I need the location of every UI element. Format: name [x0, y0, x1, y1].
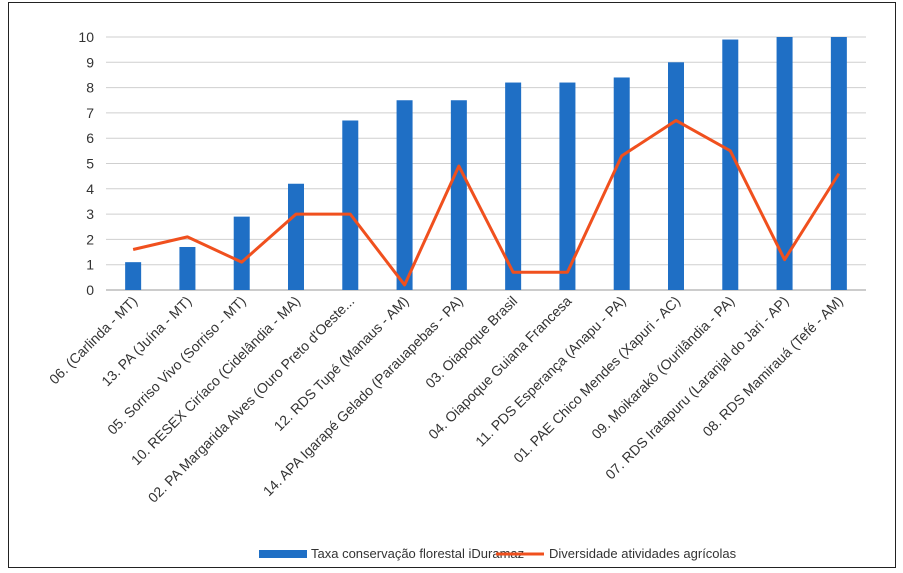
- bar: [125, 262, 142, 290]
- bar: [668, 62, 684, 290]
- legend-line-label: Diversidade atividades agrícolas: [549, 546, 737, 561]
- y-tick-label: 1: [86, 257, 94, 273]
- bar: [233, 216, 250, 290]
- bar: [776, 37, 793, 290]
- x-tick-label: 06. (Carlinda - MT): [46, 293, 140, 387]
- x-tick-label: 14. APA Igarapé Gelado (Parauapebas - PA…: [260, 293, 466, 499]
- bar: [288, 183, 304, 290]
- y-tick-label: 8: [86, 80, 94, 96]
- x-tick-label: 02. PA Margarida Alves (Ouro Preto d'Oes…: [145, 293, 358, 506]
- y-tick-label: 6: [86, 130, 94, 146]
- y-tick-label: 0: [86, 282, 94, 298]
- y-tick-label: 3: [86, 206, 94, 222]
- y-tick-label: 10: [78, 29, 94, 45]
- bar: [722, 39, 739, 290]
- legend-bar-label: Taxa conservação florestal iDuramaz: [311, 546, 524, 561]
- y-tick-label: 2: [86, 231, 94, 247]
- y-axis-ticks: 0 1 2 3 4 5 6 7 8 9 10: [78, 29, 94, 298]
- y-tick-label: 4: [86, 181, 94, 197]
- bar: [342, 120, 359, 291]
- series-line: [132, 118, 841, 287]
- bar: [179, 246, 196, 290]
- y-tick-label: 9: [86, 54, 94, 70]
- bar: [559, 82, 576, 290]
- bar-series: [125, 37, 847, 291]
- x-tick-label: 03. Oiapoque Brasil: [422, 293, 520, 391]
- y-tick-label: 5: [86, 156, 94, 172]
- legend-bar-swatch: [259, 550, 307, 558]
- line-series: [132, 118, 841, 287]
- bar: [450, 100, 467, 290]
- gridlines: [106, 36, 866, 291]
- legend: Taxa conservação florestal iDuramaz Dive…: [259, 546, 737, 561]
- y-tick-label: 7: [86, 105, 94, 121]
- x-tick-label: 13. PA (Juína - MT): [98, 293, 194, 389]
- x-axis-ticks: 06. (Carlinda - MT)13. PA (Juína - MT)05…: [46, 293, 846, 506]
- bar: [505, 82, 522, 290]
- bar: [613, 77, 630, 290]
- bar: [396, 100, 413, 290]
- bar: [830, 37, 847, 290]
